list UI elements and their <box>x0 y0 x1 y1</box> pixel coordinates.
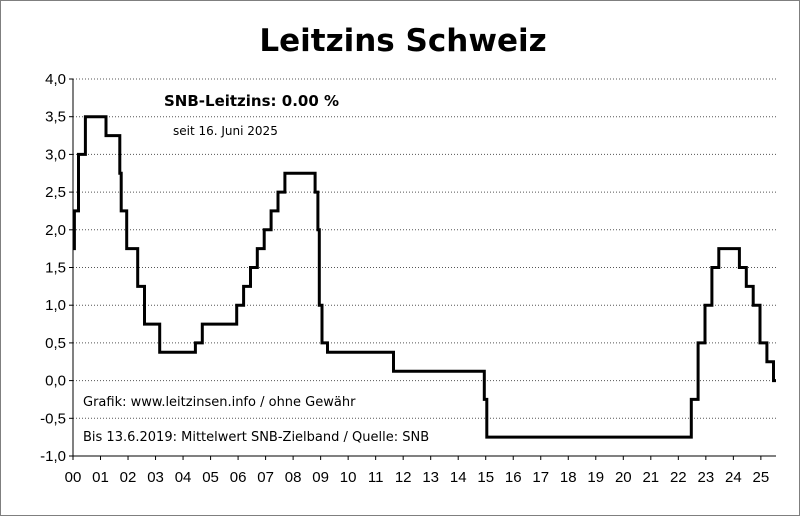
x-tick-label: 14 <box>450 469 467 486</box>
rate-series-line <box>72 115 776 439</box>
x-tick-label: 12 <box>395 469 412 486</box>
x-tick-label: 03 <box>147 469 164 486</box>
y-tick-label: 0,5 <box>45 335 66 352</box>
y-tick-label: 1,0 <box>45 297 66 314</box>
x-tick-label: 04 <box>175 469 192 486</box>
x-tick-label: 25 <box>753 469 770 486</box>
x-tick-label: 19 <box>587 469 604 486</box>
gridlines <box>73 78 776 419</box>
note-label: Bis 13.6.2019: Mittelwert SNB-Zielband /… <box>83 430 429 445</box>
x-tick-label: 02 <box>120 469 137 486</box>
y-axis-ticks: 4,0 3,5 3,0 2,5 2,0 1,5 1,0 0,5 0,0 -0,5 -1,0 <box>40 71 73 465</box>
x-tick-label: 17 <box>532 469 549 486</box>
since-date-label: seit 16. Juni 2025 <box>173 124 278 138</box>
y-tick-label: -1,0 <box>40 448 66 465</box>
x-tick-label: 05 <box>202 469 219 486</box>
x-tick-label: 00 <box>65 469 82 486</box>
x-tick-label: 22 <box>670 469 687 486</box>
y-tick-label: 1,5 <box>45 260 66 277</box>
x-tick-label: 09 <box>312 469 329 486</box>
y-tick-label: 2,5 <box>45 184 66 201</box>
x-tick-label: 06 <box>230 469 247 486</box>
chart-title: Leitzins Schweiz <box>259 23 546 59</box>
x-axis-ticks: 00 01 02 03 04 05 06 07 08 09 10 11 12 13 14 15 16 17 18 19… <box>65 456 770 486</box>
y-tick-label: -0,5 <box>40 410 66 427</box>
x-tick-label: 20 <box>615 469 632 486</box>
source-label: Grafik: www.leitzinsen.info / ohne Gewäh… <box>83 395 356 410</box>
x-tick-label: 16 <box>505 469 522 486</box>
y-tick-label: 3,0 <box>45 146 66 163</box>
x-tick-label: 01 <box>92 469 109 486</box>
current-rate-label: SNB-Leitzins: 0.00 % <box>164 92 339 110</box>
x-tick-label: 23 <box>697 469 714 486</box>
x-tick-label: 15 <box>477 469 494 486</box>
x-tick-label: 13 <box>422 469 439 486</box>
x-tick-label: 08 <box>285 469 302 486</box>
x-tick-label: 21 <box>642 469 659 486</box>
x-tick-label: 11 <box>368 469 384 486</box>
x-tick-label: 24 <box>725 469 742 486</box>
x-tick-label: 07 <box>257 469 274 486</box>
y-tick-label: 2,0 <box>45 222 66 239</box>
x-tick-label: 10 <box>340 469 357 486</box>
series-group <box>72 115 776 439</box>
y-tick-label: 3,5 <box>45 109 66 126</box>
y-tick-label: 0,0 <box>45 373 66 390</box>
y-tick-label: 4,0 <box>45 71 66 88</box>
x-tick-label: 18 <box>560 469 577 486</box>
